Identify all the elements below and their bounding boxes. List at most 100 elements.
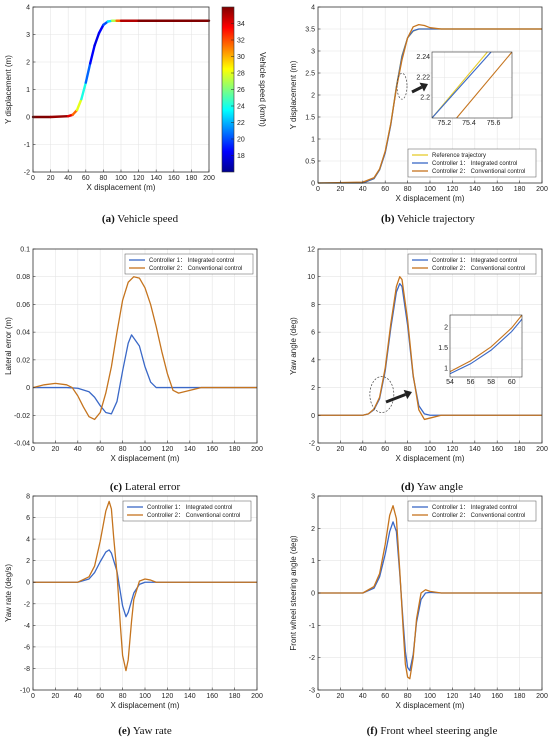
legend-entry: Controller 1： Integrated control [147,505,232,511]
colorbar-tick-label: 28 [237,71,245,78]
legend-box [407,253,537,275]
figure-caption: (c) Lateral error [110,481,181,493]
legend: Controller 1： Integrated control Controll… [407,253,537,275]
x-tick-label: 100 [424,446,436,453]
x-tick-label: 180 [514,446,526,453]
zoom-inset: 54 56 58 60 1 1.5 2 [369,314,523,413]
y-tick-label: -6 [24,644,30,651]
x-tick-label: 60 [82,175,90,182]
y-tick-label: 6 [26,515,30,522]
y-tick-label: -1 [309,623,315,630]
legend-entry: Controller 1： Integrated control [432,161,517,167]
legend-entry: Controller 1： Integrated control [432,505,517,511]
series-line-conventional [317,23,542,184]
y-tick-label: -8 [24,666,30,673]
legend: Controller 1： Integrated control Controll… [124,253,254,275]
x-tick-label: 100 [139,693,151,700]
legend-entry: Controller 2： Conventional control [432,513,525,519]
y-tick-label: 0 [26,115,30,122]
y-tick-label: 2 [311,93,315,100]
inset-x-tick-label: 75.2 [437,120,451,127]
colorbar-tick-label: 32 [237,38,245,45]
x-tick-label: 140 [184,446,196,453]
x-tick-label: 60 [381,186,389,193]
inset-frame [449,314,523,378]
inset-y-tick-label: 1 [444,366,448,373]
x-tick-label: 140 [469,693,481,700]
zoom-arrow-head [419,82,428,92]
caption-text: Vehicle trajectory [395,213,476,225]
x-tick-label: 0 [316,693,320,700]
inset-x-tick-label: 75.4 [462,120,476,127]
colorbar-tick-label: 20 [237,137,245,144]
y-tick-label: 0 [26,580,30,587]
caption-text: Yaw rate [130,725,171,737]
y-tick-label: 0.06 [16,302,30,309]
x-tick-label: 120 [162,446,174,453]
x-tick-label: 20 [337,446,345,453]
y-axis-label: Yaw rate (deg/s) [4,564,13,622]
inset-y-tick-label: 2.2 [420,95,430,102]
x-axis-label: X displacement (m) [111,701,180,710]
y-tick-label: -10 [20,688,30,695]
inset-line-conventional [450,315,522,373]
legend-entry: Controller 1： Integrated control [432,258,517,264]
y-tick-label: 6 [311,330,315,337]
inset-lines [450,315,522,375]
x-axis-label: X displacement (m) [87,183,156,192]
y-tick-label: 0.02 [16,357,30,364]
x-tick-label: 80 [404,186,412,193]
x-tick-label: 120 [133,175,145,182]
legend-entry: Controller 2： Conventional control [432,169,525,175]
x-tick-label: 0 [31,693,35,700]
legend-entry: Controller 1： Integrated control [149,258,234,264]
x-tick-label: 100 [424,186,436,193]
y-tick-label: 1 [311,137,315,144]
series-line-conventional [33,500,257,672]
caption-label: (d) [401,481,415,493]
inset-x-tick-label: 60 [508,379,516,386]
speed-segment [97,23,105,35]
x-tick-label: 180 [186,175,198,182]
chart-f: 0 20 40 60 80 100 120 140 160 180 200 -3 -2 -1 0 1 2 3 X d… [289,494,548,738]
x-tick-label: 40 [74,693,82,700]
inset-x-tick-label: 54 [446,379,454,386]
y-tick-label: 0.1 [20,247,30,254]
x-tick-label: 0 [316,446,320,453]
x-tick-label: 100 [139,446,151,453]
y-tick-label: -4 [24,623,30,630]
x-tick-label: 180 [229,693,241,700]
y-tick-label: 2 [311,385,315,392]
y-axis-label: Front wheel steering angle (deg) [289,535,298,651]
legend-entry: Controller 2： Conventional control [149,266,242,272]
x-tick-label: 80 [119,693,127,700]
inset-y-tick-label: 2.22 [416,74,430,81]
zoom-inset: 75.2 75.4 75.6 2.2 2.22 2.24 [396,51,513,127]
x-tick-label: 200 [203,175,215,182]
x-tick-label: 200 [536,446,548,453]
x-tick-label: 160 [206,446,218,453]
legend: Reference trajectory Controller 1： Integr… [407,148,537,178]
caption-text: Vehicle speed [115,213,179,225]
inset-y-tick-label: 2 [444,324,448,331]
series-line-integrated [33,334,257,415]
x-tick-label: 140 [469,446,481,453]
inset-area [432,52,512,118]
series-line-conventional [32,276,257,421]
figure-caption: (a) Vehicle speed [102,213,179,225]
caption-text: Front wheel steering angle [378,725,498,737]
x-tick-label: 120 [447,446,459,453]
x-tick-label: 160 [491,693,503,700]
x-tick-label: 100 [424,693,436,700]
legend: Controller 1： Integrated control Controll… [407,500,537,522]
zoom-region-marker [396,72,408,100]
figure-caption: (b) Vehicle trajectory [381,213,475,225]
y-tick-label: 4 [26,537,30,544]
y-tick-label: -2 [24,170,30,177]
inset-x-tick-label: 56 [467,379,475,386]
x-tick-label: 160 [491,446,503,453]
x-tick-label: 160 [168,175,180,182]
x-tick-label: 140 [469,186,481,193]
